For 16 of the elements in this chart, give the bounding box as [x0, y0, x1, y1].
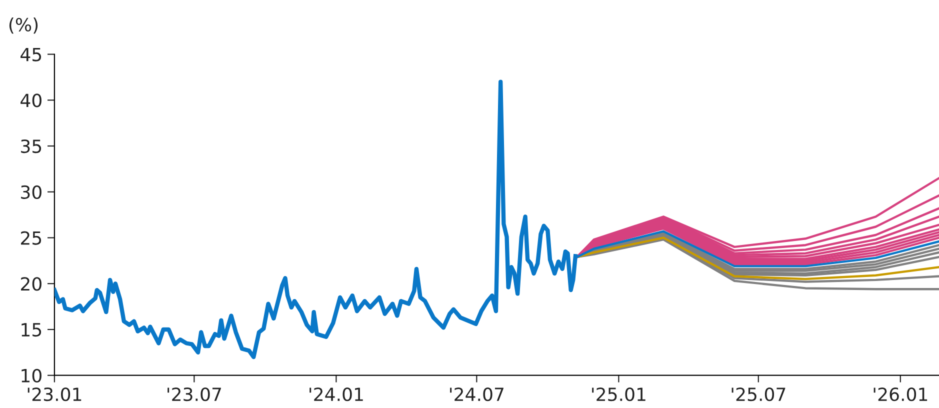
y-tick-label: 25 — [21, 231, 42, 245]
x-tick-label: '24.01 — [310, 387, 363, 402]
y-tick-label: 10 — [22, 368, 42, 382]
y-tick-label: 45 — [20, 48, 42, 62]
y-axis-title: (%) — [9, 18, 38, 34]
y-tick-label: 35 — [21, 139, 42, 154]
y-tick-label: 40 — [20, 94, 42, 108]
x-tick-label: '25.01 — [592, 387, 646, 402]
y-tick-label: 15 — [22, 323, 42, 337]
y-tick-label: 20 — [21, 277, 42, 291]
x-tick-label: '25.07 — [732, 387, 786, 402]
x-tick-label: '26.01 — [874, 387, 928, 402]
x-tick-label: '23.01 — [28, 387, 82, 402]
x-tick-label: '23.07 — [168, 387, 221, 402]
x-tick-label: '24.07 — [450, 387, 504, 402]
y-tick-label: 30 — [21, 185, 42, 199]
